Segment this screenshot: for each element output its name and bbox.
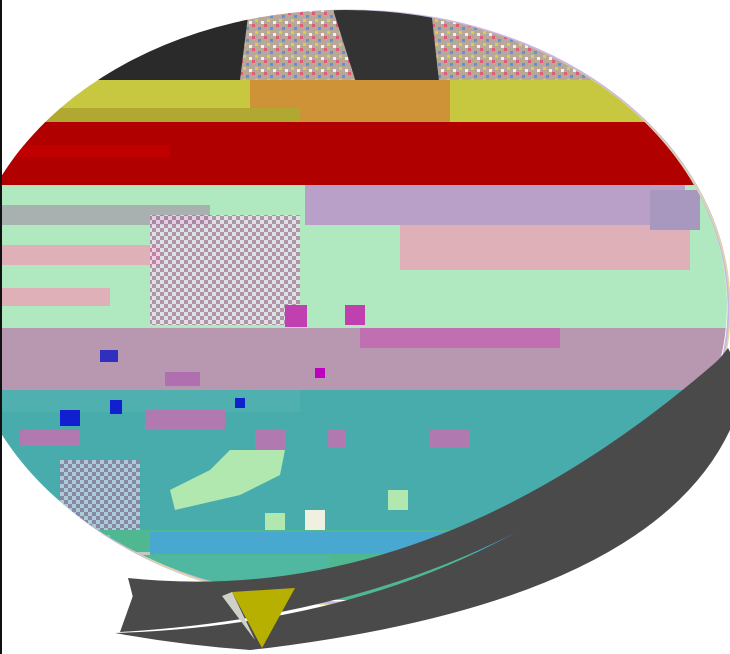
green-patch — [170, 450, 285, 510]
block — [285, 305, 307, 327]
dark-crescent — [120, 370, 722, 632]
pixel — [110, 400, 122, 414]
glitch-pattern — [150, 215, 300, 325]
pixel — [100, 350, 118, 362]
pixel — [60, 410, 80, 426]
block — [345, 305, 365, 325]
block — [400, 225, 690, 270]
block — [430, 430, 470, 448]
block — [165, 372, 200, 386]
block — [0, 535, 110, 553]
block — [650, 190, 700, 230]
block — [265, 513, 285, 531]
block — [305, 510, 325, 530]
olive-wedge — [232, 588, 295, 648]
block — [255, 430, 285, 450]
block — [0, 288, 110, 306]
pixel — [315, 368, 325, 378]
block — [0, 552, 150, 577]
block — [0, 245, 160, 265]
photo-dark — [330, 10, 440, 95]
block — [0, 390, 300, 412]
block — [20, 430, 80, 446]
left-border — [0, 0, 2, 654]
dark-crescent — [115, 348, 730, 650]
pixel — [235, 398, 245, 408]
glitch-pattern — [60, 460, 140, 530]
block — [388, 490, 408, 510]
block — [328, 430, 346, 448]
photo-dark — [85, 10, 250, 80]
block — [145, 410, 225, 430]
grey-wedge — [222, 592, 255, 640]
red-band — [0, 145, 170, 157]
block — [360, 328, 560, 348]
block — [305, 185, 685, 225]
